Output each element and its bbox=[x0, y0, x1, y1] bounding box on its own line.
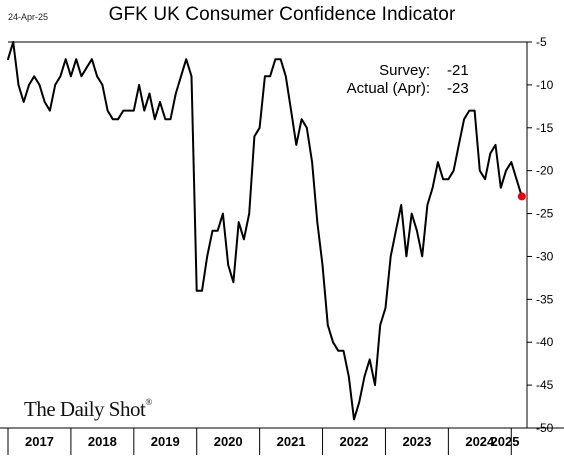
x-tick-label: 2019 bbox=[151, 434, 180, 449]
y-tick-label: -35 bbox=[536, 292, 554, 306]
y-tick-label: -25 bbox=[536, 207, 554, 221]
series-layer bbox=[7, 41, 526, 421]
x-tick-label: 2017 bbox=[25, 434, 54, 449]
y-tick-label: -30 bbox=[536, 249, 554, 263]
registered-mark: ® bbox=[145, 397, 152, 407]
y-tick-label: -40 bbox=[536, 335, 554, 349]
latest-point-marker bbox=[517, 192, 526, 201]
survey-label: Survey: bbox=[379, 62, 430, 79]
x-tick-label: 2025 bbox=[491, 434, 520, 449]
actual-value: -23 bbox=[447, 80, 469, 97]
y-tick-label: -15 bbox=[536, 121, 554, 135]
x-tick-label: 2023 bbox=[402, 434, 431, 449]
x-tick-label: 2024 bbox=[465, 434, 495, 449]
x-tick-label: 2018 bbox=[88, 434, 117, 449]
source-logo: The Daily Shot® bbox=[24, 397, 152, 422]
y-tick-label: -5 bbox=[536, 35, 547, 49]
y-tick-label: -20 bbox=[536, 164, 554, 178]
x-tick-label: 2022 bbox=[340, 434, 369, 449]
plot-frame bbox=[8, 41, 528, 428]
date-stamp: 24-Apr-25 bbox=[8, 12, 49, 22]
chart-title: GFK UK Consumer Confidence Indicator bbox=[108, 4, 456, 25]
actual-label: Actual (Apr): bbox=[346, 80, 430, 97]
y-tick-label: -10 bbox=[536, 78, 554, 92]
x-tick-label: 2021 bbox=[277, 434, 306, 449]
series-line bbox=[7, 41, 523, 421]
survey-value: -21 bbox=[447, 62, 469, 79]
y-tick-label: -45 bbox=[536, 378, 554, 392]
x-tick-label: 2020 bbox=[214, 434, 243, 449]
y-axis: -5-10-15-20-25-30-35-40-45-50 bbox=[527, 35, 554, 435]
source-name: The Daily Shot bbox=[24, 397, 146, 421]
